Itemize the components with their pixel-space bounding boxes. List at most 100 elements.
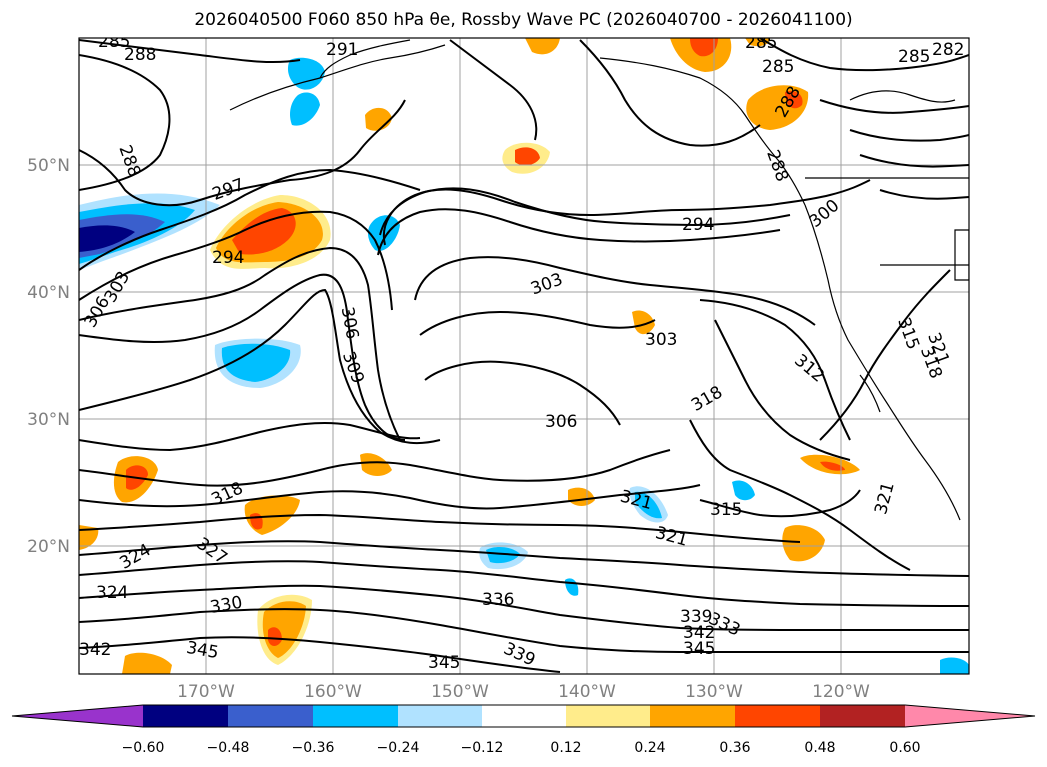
positive-anomaly-region: [690, 38, 718, 57]
contour-label: 291: [326, 40, 358, 60]
latitude-label: 50°N: [27, 156, 70, 176]
contour-label: 285: [98, 32, 130, 52]
colorbar-tick-label: −0.36: [292, 740, 335, 756]
positive-anomaly-region: [820, 461, 845, 471]
colorbar-segment: [650, 705, 735, 727]
colorbar-tick-label: −0.60: [122, 740, 165, 756]
contour-label: 315: [893, 315, 923, 352]
colorbar-tick-label: 0.36: [719, 740, 750, 756]
contour-label: 318: [688, 382, 726, 416]
map-title: 2026040500 F060 850 hPa θe, Rossby Wave …: [194, 10, 853, 30]
positive-anomaly-region: [79, 525, 99, 550]
contour-label: 324: [96, 583, 128, 603]
contour-label: 285: [762, 57, 794, 77]
map-frame: [78, 37, 970, 675]
colorbar-tick-label: 0.60: [889, 740, 920, 756]
longitude-label: 160°W: [304, 682, 362, 702]
graticule: [79, 38, 969, 674]
colorbar-segment: [143, 705, 228, 727]
contour-label: 321: [653, 523, 690, 551]
colorbar-segment: [820, 705, 905, 727]
latitude-label: 30°N: [27, 410, 70, 430]
latitude-axis: 50°N 40°N 30°N 20°N: [27, 156, 70, 557]
shaded-anomalies: [79, 38, 969, 674]
negative-anomaly-region: [940, 657, 969, 674]
negative-anomaly-region: [79, 225, 135, 252]
latitude-label: 20°N: [27, 537, 70, 557]
contour-label: 288: [124, 45, 156, 65]
contour-label: 303: [528, 270, 565, 300]
contour-label: 330: [209, 593, 244, 618]
negative-anomaly-region: [565, 578, 579, 596]
contour-label: 285: [745, 33, 777, 53]
map-plot-area: 285 288 291 285 285 282 285 288 288 297 …: [79, 32, 969, 674]
colorbar-segment: [566, 705, 650, 727]
contour-label: 309: [338, 349, 368, 386]
colorbar-tick-label: −0.48: [207, 740, 250, 756]
longitude-label: 130°W: [685, 682, 743, 702]
contour-label: 297: [210, 175, 247, 205]
colorbar-left-extension: [12, 705, 143, 727]
contour-label: 303: [645, 330, 677, 350]
positive-anomaly-region: [515, 147, 540, 166]
colorbar-tick-label: 0.48: [804, 740, 835, 756]
contour-label: 285: [898, 47, 930, 67]
contour-label: 336: [482, 590, 514, 610]
negative-anomaly-region: [732, 480, 755, 501]
contour-label: 288: [114, 142, 144, 179]
contour-label: 342: [683, 623, 715, 643]
colorbar-tick-label: −0.24: [377, 740, 420, 756]
colorbar-segment: [313, 705, 398, 727]
positive-anomaly-region: [122, 652, 172, 674]
contour-label: 342: [79, 640, 111, 660]
contour-label: 318: [208, 478, 246, 510]
negative-anomaly-region: [290, 92, 320, 126]
longitude-label: 120°W: [812, 682, 870, 702]
contour-label: 315: [710, 500, 742, 520]
colorbar-segment: [735, 705, 820, 727]
positive-anomaly-region: [782, 525, 825, 562]
latitude-label: 40°N: [27, 283, 70, 303]
colorbar: −0.60 −0.48 −0.36 −0.24 −0.12 0.12 0.24 …: [11, 704, 1036, 756]
positive-anomaly-region: [632, 310, 655, 335]
positive-anomaly-region: [785, 90, 803, 109]
contour-label: 345: [428, 653, 460, 673]
positive-anomaly-region: [525, 38, 560, 55]
contour-label: 306: [337, 305, 362, 340]
coastlines: [229, 39, 969, 521]
contour-label: 306: [545, 412, 577, 432]
contour-label: 294: [212, 248, 244, 268]
colorbar-ticks: −0.60 −0.48 −0.36 −0.24 −0.12 0.12 0.24 …: [122, 740, 921, 756]
positive-anomaly-region: [568, 487, 595, 506]
colorbar-tick-label: 0.12: [550, 740, 581, 756]
longitude-axis: 170°W 160°W 150°W 140°W 130°W 120°W: [177, 682, 870, 702]
positive-anomaly-region: [360, 453, 392, 476]
contour-label: 282: [932, 40, 964, 60]
positive-anomaly-region: [268, 627, 282, 646]
contour-label: 312: [790, 351, 828, 387]
contour-label: 300: [806, 196, 844, 232]
positive-anomaly-region: [232, 208, 296, 255]
contour-label: 345: [683, 639, 715, 659]
colorbar-tick-label: 0.24: [634, 740, 665, 756]
theta-e-contours: [79, 38, 969, 673]
longitude-label: 170°W: [177, 682, 235, 702]
contour-label: 321: [871, 480, 899, 517]
colorbar-outline: [11, 704, 1036, 728]
negative-anomaly-region: [287, 57, 325, 90]
positive-anomaly-region: [365, 107, 392, 131]
colorbar-segment: [482, 705, 566, 727]
negative-anomaly-region: [635, 491, 662, 519]
contour-label-layer: 285 288 291 285 285 282 285 288 288 297 …: [79, 32, 964, 673]
contour-label: 345: [185, 638, 220, 663]
longitude-label: 140°W: [558, 682, 616, 702]
colorbar-tick-label: −0.12: [461, 740, 504, 756]
longitude-label: 150°W: [431, 682, 489, 702]
contour-label: 339: [680, 607, 712, 627]
colorbar-segment: [398, 705, 482, 727]
negative-anomaly-region: [486, 546, 520, 564]
contour-label: 294: [682, 215, 714, 235]
colorbar-segment: [228, 705, 313, 727]
contour-label: 288: [762, 147, 792, 184]
